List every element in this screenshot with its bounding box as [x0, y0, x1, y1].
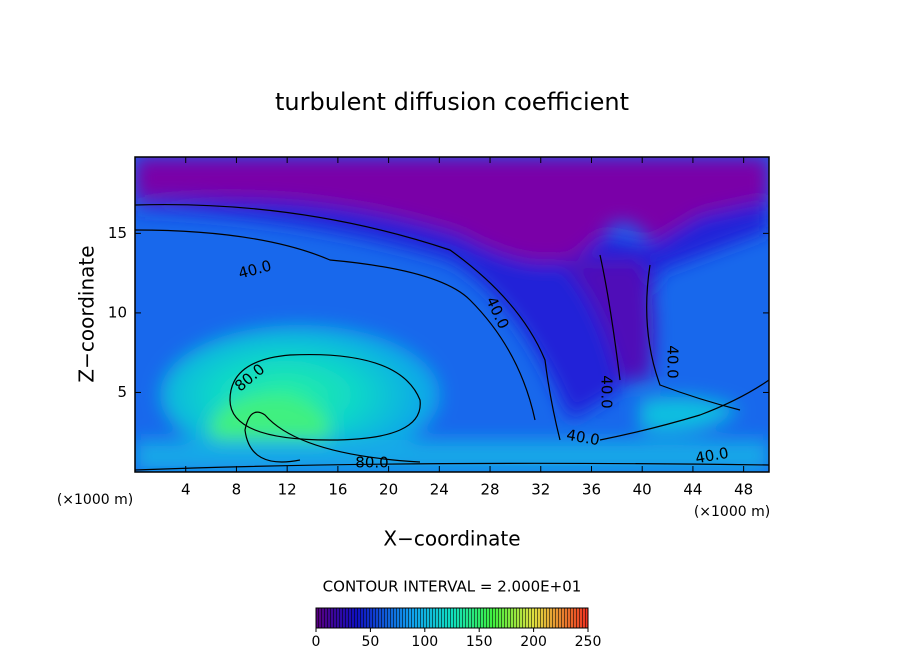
contour-label: 40.0	[664, 345, 682, 378]
contour-label: 40.0	[565, 426, 601, 450]
y-tick-label: 15	[108, 224, 127, 242]
y-axis-label: Z−coordinate	[75, 245, 99, 382]
x-tick-label: 44	[683, 481, 702, 499]
colorbar-tick-label: 250	[575, 634, 602, 650]
x-tick-label: 8	[232, 481, 242, 499]
contour-label: 40.0	[694, 444, 730, 468]
contour-label: 40.0	[598, 375, 616, 408]
x-unit: (×1000 m)	[57, 492, 133, 508]
x-tick-label: 12	[278, 481, 297, 499]
field	[135, 157, 769, 472]
x-tick-label: 20	[379, 481, 398, 499]
x-unit: (×1000 m)	[694, 504, 770, 520]
x-tick-label: 36	[582, 481, 601, 499]
colorbar-tick-label: 200	[520, 634, 547, 650]
chart-title: turbulent diffusion coefficient	[275, 88, 629, 116]
x-tick-label: 28	[480, 481, 499, 499]
contour-label: 80.0	[355, 454, 388, 472]
x-tick-label: 24	[430, 481, 449, 499]
colorbar-tick-label: 50	[361, 634, 379, 650]
x-tick-label: 4	[181, 481, 191, 499]
x-axis-label: X−coordinate	[383, 527, 520, 551]
colorbar-title: CONTOUR INTERVAL = 2.000E+01	[323, 578, 582, 596]
colorbar-tick-label: 0	[312, 634, 321, 650]
colorbar-frame	[315, 607, 589, 629]
colorbar-tick-label: 100	[411, 634, 438, 650]
y-tick-label: 5	[117, 383, 127, 401]
x-tick-label: 48	[734, 481, 753, 499]
x-tick-label: 40	[633, 481, 652, 499]
x-tick-label: 32	[531, 481, 550, 499]
colorbar-tick-label: 150	[466, 634, 493, 650]
y-tick-label: 10	[108, 303, 127, 321]
x-tick-label: 16	[328, 481, 347, 499]
plot-frame	[134, 156, 770, 473]
